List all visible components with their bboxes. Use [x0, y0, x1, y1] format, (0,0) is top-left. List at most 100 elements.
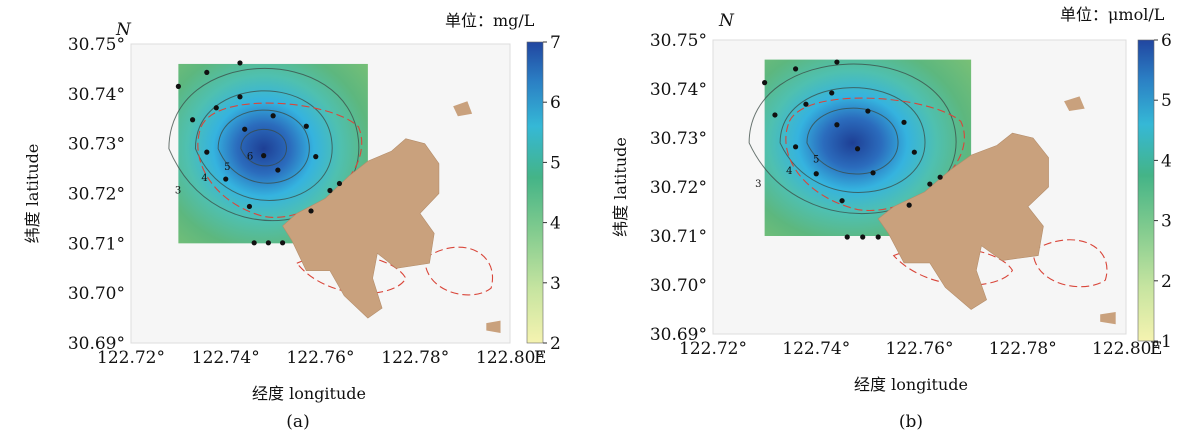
- x-tick-label: 122.80°: [476, 348, 544, 368]
- contour-line: [779, 87, 926, 193]
- colorbar-tick-label: 2: [1161, 272, 1172, 292]
- colorbar-ticks: 2 3 4 5 6 7: [543, 33, 561, 354]
- islet: [486, 320, 501, 334]
- y-tick-label: 30.73°: [68, 135, 125, 155]
- y-tick-label: 30.72°: [650, 178, 707, 198]
- station-point: [901, 119, 907, 125]
- station-point: [854, 146, 861, 152]
- panel-a: 3 4 5 6 122.72° 122.74° 122.76° 122.78° 122.80°E…: [23, 11, 561, 432]
- station-point: [175, 83, 181, 89]
- colorbar: [1137, 39, 1155, 342]
- station-point: [803, 101, 809, 107]
- station-point: [313, 154, 319, 160]
- contour-label: 3: [175, 186, 181, 197]
- station-point: [327, 187, 333, 194]
- colorbar-tick-label: 3: [550, 274, 561, 294]
- contour-label: 5: [224, 162, 230, 173]
- station-point: [246, 203, 253, 210]
- colorbar-tick-label: 1: [1161, 332, 1172, 352]
- station-point: [270, 113, 276, 119]
- x-tick-label: 122.72°: [97, 348, 165, 368]
- station-point: [204, 69, 210, 76]
- station-point: [237, 60, 243, 66]
- aquaculture-outline: [785, 97, 965, 212]
- station-point: [275, 167, 281, 173]
- station-point: [336, 180, 343, 187]
- contour-line: [168, 67, 360, 222]
- station-point: [303, 123, 309, 129]
- colorbar-tick-label: 7: [550, 33, 561, 53]
- station-point: [927, 181, 933, 187]
- east-label: E: [534, 348, 546, 368]
- x-tick-label: 122.74°: [192, 348, 260, 368]
- x-axis-title: 经度 longitude: [252, 384, 366, 403]
- islet: [1064, 96, 1085, 112]
- station-point: [762, 80, 768, 86]
- y-tick-label: 30.70°: [650, 276, 707, 296]
- station-point: [829, 90, 835, 96]
- station-point: [237, 94, 243, 100]
- x-tick-label: 122.76°: [886, 339, 954, 359]
- x-tick-label: 122.78°: [381, 348, 449, 368]
- contour-line: [240, 128, 287, 167]
- station-point: [865, 108, 871, 114]
- colorbar-tick-label: 6: [550, 93, 561, 113]
- y-axis-title: 纬度 latitude: [23, 144, 42, 244]
- station-point: [793, 144, 799, 150]
- station-point: [834, 59, 840, 65]
- colorbar-unit: 单位：mg/L: [445, 11, 535, 30]
- colorbar: [526, 41, 544, 344]
- y-tick-label: 30.73°: [650, 129, 707, 149]
- aquaculture-outline: [424, 246, 494, 296]
- colorbar-unit: 单位：μmol/L: [1060, 5, 1165, 24]
- aquaculture-outline: [1032, 239, 1108, 288]
- y-tick-label: 30.75°: [68, 35, 125, 55]
- contour-line: [748, 63, 957, 215]
- contour-line: [194, 90, 333, 201]
- station-point: [839, 198, 845, 204]
- station-point: [870, 170, 876, 176]
- contour-line: [217, 109, 310, 184]
- station-point: [308, 208, 314, 214]
- station-point: [906, 202, 912, 208]
- colorbar-tick-label: 5: [1161, 91, 1172, 111]
- station-point: [204, 149, 210, 155]
- sampling-stations: [762, 59, 943, 240]
- station-point: [813, 171, 819, 177]
- station-point: [937, 174, 943, 180]
- islet: [1100, 311, 1116, 325]
- y-tick-label: 30.71°: [68, 234, 125, 254]
- x-tick-labels: 122.72° 122.74° 122.76° 122.78° 122.80°: [97, 348, 544, 368]
- y-tick-label: 30.69°: [68, 334, 125, 354]
- colorbar-tick-label: 2: [550, 334, 561, 354]
- east-label: E: [1150, 339, 1162, 359]
- island: [282, 138, 440, 319]
- station-point: [793, 66, 799, 72]
- contour-lines: 3 4 5 6: [168, 67, 360, 222]
- y-tick-label: 30.74°: [68, 85, 125, 105]
- panel-label: (b): [899, 412, 923, 432]
- y-tick-label: 30.75°: [650, 31, 707, 51]
- colorbar-ticks: 1 2 3 4 5 6: [1154, 31, 1172, 352]
- colorbar-tick-label: 3: [1161, 212, 1172, 232]
- x-tick-label: 122.80°: [1092, 339, 1160, 359]
- y-tick-label: 30.71°: [650, 227, 707, 247]
- station-point: [875, 234, 881, 240]
- station-point: [834, 122, 840, 128]
- y-tick-labels: 30.69° 30.70° 30.71° 30.72° 30.73° 30.74° 30.7…: [650, 31, 707, 345]
- colorbar-tick-label: 4: [550, 214, 561, 234]
- contour-label: 6: [247, 151, 253, 162]
- contour-label: 3: [755, 179, 761, 190]
- station-point: [223, 176, 229, 182]
- islet: [453, 101, 473, 117]
- x-tick-label: 122.78°: [989, 339, 1057, 359]
- x-tick-labels: 122.72° 122.74° 122.76° 122.78° 122.80°: [679, 339, 1160, 359]
- panel-b: 3 4 5 122.72° 122.74° 122.76° 122.78° 122.80°E 3…: [611, 5, 1172, 432]
- station-point: [242, 126, 248, 132]
- colorbar-tick-label: 6: [1161, 31, 1172, 51]
- contour-label: 4: [201, 173, 207, 184]
- y-tick-labels: 30.69° 30.70° 30.71° 30.72° 30.73° 30.74° 30.7…: [68, 35, 125, 354]
- station-point: [280, 240, 286, 246]
- y-tick-label: 30.69°: [650, 325, 707, 345]
- colorbar-tick-label: 5: [550, 153, 561, 173]
